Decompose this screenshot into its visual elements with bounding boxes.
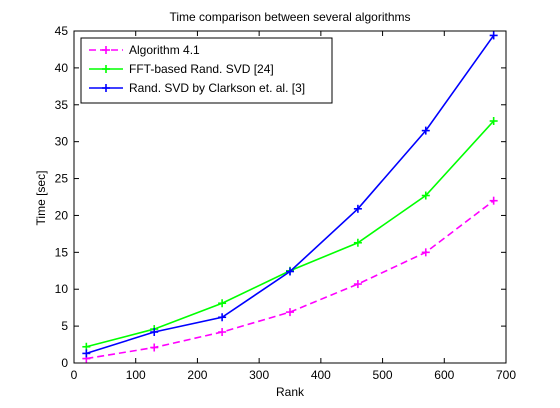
data-point <box>286 308 294 317</box>
legend: Algorithm 4.1 FFT-based Rand. SVD [24] Ran… <box>80 37 333 104</box>
x-tick-label: 600 <box>434 368 454 382</box>
chart-title: Time comparison between several algorith… <box>170 10 411 24</box>
legend-label: Rand. SVD by Clarkson et. al. [3] <box>129 81 305 95</box>
data-point <box>150 343 159 352</box>
data-point <box>421 126 430 135</box>
x-tick-label: 400 <box>311 368 331 382</box>
x-tick-label: 200 <box>187 368 207 382</box>
y-tick-label: 10 <box>55 282 69 296</box>
data-point <box>421 248 430 257</box>
series-3 <box>82 31 498 358</box>
series-layer <box>82 31 498 363</box>
x-tick-label: 100 <box>126 368 146 382</box>
axes-box <box>73 30 507 364</box>
legend-item: Rand. SVD by Clarkson et. al. [3] <box>89 81 305 95</box>
x-tick-label: 700 <box>496 368 516 382</box>
x-axis-label: Rank <box>276 385 305 399</box>
data-point <box>353 280 362 289</box>
y-axis-label: Time [sec] <box>34 171 48 226</box>
data-point <box>286 267 294 276</box>
x-tick-label: 300 <box>249 368 269 382</box>
y-tick-label: 35 <box>55 98 69 112</box>
series-1 <box>82 196 498 363</box>
data-point <box>150 328 159 337</box>
y-tick-label: 45 <box>55 24 69 38</box>
y-tick-label: 15 <box>55 245 69 259</box>
legend-box <box>80 37 333 104</box>
data-point <box>218 313 227 322</box>
x-ticks: 0 100 200 300 400 500 600 700 <box>71 31 516 382</box>
data-point <box>218 328 227 337</box>
legend-item: Algorithm 4.1 <box>89 43 200 57</box>
y-tick-label: 20 <box>55 208 69 222</box>
y-tick-label: 30 <box>55 135 69 149</box>
data-point <box>489 31 498 40</box>
y-tick-label: 40 <box>55 61 69 75</box>
legend-label: Algorithm 4.1 <box>129 43 200 57</box>
y-tick-label: 5 <box>61 319 68 333</box>
y-ticks: 0 5 10 15 20 25 30 35 40 45 <box>55 24 506 370</box>
legend-item: FFT-based Rand. SVD [24] <box>89 62 274 76</box>
y-tick-label: 25 <box>55 172 69 186</box>
data-point <box>82 349 91 358</box>
data-point <box>353 238 362 247</box>
data-point <box>218 299 227 308</box>
data-point <box>489 117 498 126</box>
y-tick-label: 0 <box>61 356 68 370</box>
data-point <box>421 191 430 200</box>
x-tick-label: 500 <box>373 368 393 382</box>
data-point <box>489 196 498 205</box>
x-tick-label: 0 <box>71 368 78 382</box>
data-point <box>353 204 362 213</box>
legend-label: FFT-based Rand. SVD [24] <box>129 62 274 76</box>
